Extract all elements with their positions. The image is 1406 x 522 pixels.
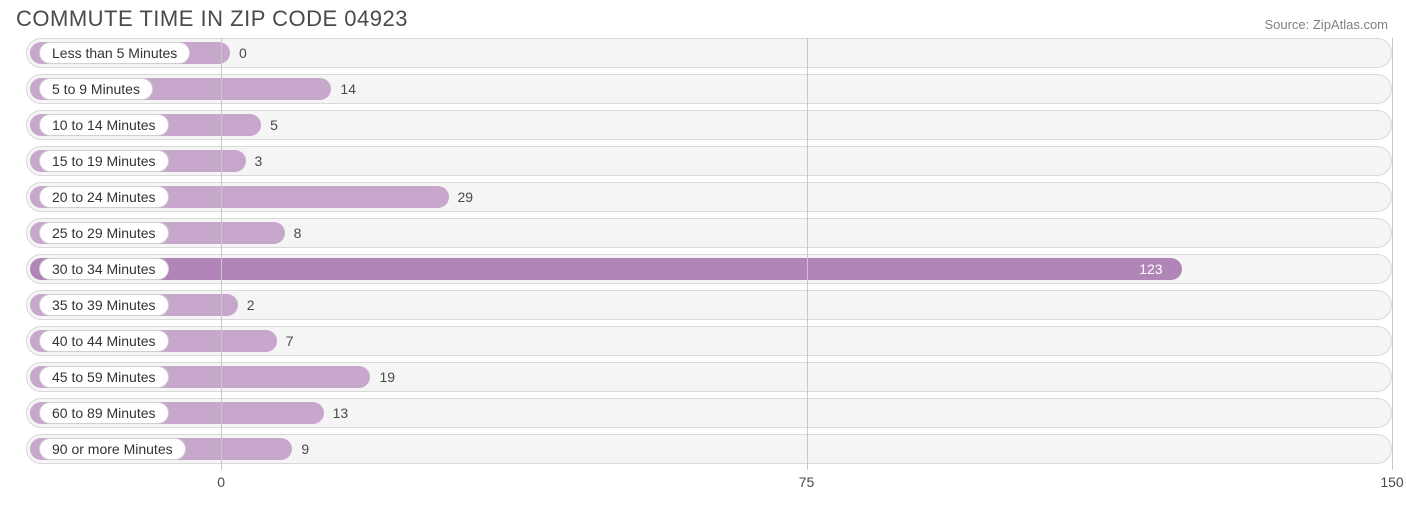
chart-plot-area: Less than 5 Minutes 0 5 to 9 Minutes 14 10 t… [8,38,1398,500]
chart-source: Source: ZipAtlas.com [1264,17,1388,32]
category-label: Less than 5 Minutes [39,42,190,64]
bar-row: 60 to 89 Minutes 13 [26,398,1392,428]
value-label: 5 [270,117,278,133]
bar-row: 25 to 29 Minutes 8 [26,218,1392,248]
bar-row: 15 to 19 Minutes 3 [26,146,1392,176]
bar-row: 45 to 59 Minutes 19 [26,362,1392,392]
bar-row: 35 to 39 Minutes 2 [26,290,1392,320]
value-label: 7 [286,333,294,349]
chart-container: COMMUTE TIME IN ZIP CODE 04923 Source: Z… [0,0,1406,522]
category-label: 15 to 19 Minutes [39,150,169,172]
value-label: 123 [1139,261,1162,277]
bar-fill [30,258,1182,280]
x-axis: 075150 [8,470,1398,498]
category-label: 40 to 44 Minutes [39,330,169,352]
value-label: 19 [379,369,395,385]
bar-row: 5 to 9 Minutes 14 [26,74,1392,104]
chart-header: COMMUTE TIME IN ZIP CODE 04923 Source: Z… [8,4,1398,38]
category-label: 60 to 89 Minutes [39,402,169,424]
category-label: 45 to 59 Minutes [39,366,169,388]
category-label: 30 to 34 Minutes [39,258,169,280]
x-tick-label: 75 [799,474,815,490]
x-tick-label: 0 [217,474,225,490]
category-label: 35 to 39 Minutes [39,294,169,316]
value-label: 0 [239,45,247,61]
gridline [1392,38,1393,470]
value-label: 29 [458,189,474,205]
chart-title: COMMUTE TIME IN ZIP CODE 04923 [16,6,408,32]
bar-row: 40 to 44 Minutes 7 [26,326,1392,356]
category-label: 20 to 24 Minutes [39,186,169,208]
bar-row: 90 or more Minutes 9 [26,434,1392,464]
value-label: 9 [301,441,309,457]
bar-row: 20 to 24 Minutes 29 [26,182,1392,212]
bar-row: Less than 5 Minutes 0 [26,38,1392,68]
value-label: 14 [340,81,356,97]
x-tick-label: 150 [1380,474,1403,490]
category-label: 90 or more Minutes [39,438,186,460]
bar-row: 10 to 14 Minutes 5 [26,110,1392,140]
category-label: 10 to 14 Minutes [39,114,169,136]
value-label: 2 [247,297,255,313]
bar-row: 30 to 34 Minutes 123 [26,254,1392,284]
category-label: 5 to 9 Minutes [39,78,153,100]
value-label: 13 [333,405,349,421]
value-label: 8 [294,225,302,241]
category-label: 25 to 29 Minutes [39,222,169,244]
value-label: 3 [255,153,263,169]
